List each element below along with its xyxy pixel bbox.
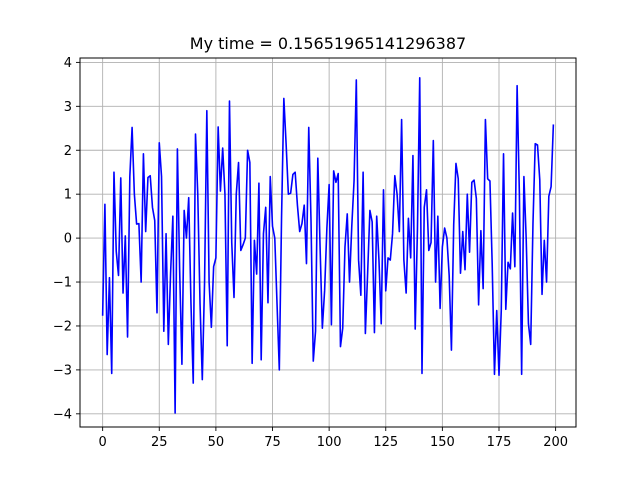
y-tick-label: 0	[64, 232, 72, 247]
x-tick-label: 150	[430, 435, 455, 450]
x-tick-label: 125	[373, 435, 398, 450]
x-tick-label: 50	[208, 435, 225, 450]
y-tick-label: 4	[64, 56, 72, 71]
chart-title: My time = 0.15651965141296387	[190, 34, 466, 53]
x-tick-label: 175	[487, 435, 512, 450]
y-tick-label: −4	[53, 407, 72, 422]
series-line	[101, 76, 555, 414]
series-layer	[101, 76, 555, 414]
y-tick-label: −1	[53, 276, 72, 291]
y-tick-label: −3	[53, 363, 72, 378]
axis-ticks: 0 25 50 75 100 125 150 175 200 −4 −3 −2 −1 0 1 2 3 4	[53, 56, 568, 450]
x-tick-label: 100	[317, 435, 342, 450]
y-tick-label: 3	[64, 100, 72, 115]
x-tick-label: 200	[543, 435, 568, 450]
x-tick-label: 25	[151, 435, 168, 450]
y-tick-label: 2	[64, 144, 72, 159]
x-tick-label: 0	[99, 435, 107, 450]
axes-frame	[79, 57, 577, 428]
y-tick-label: −2	[53, 319, 72, 334]
x-tick-label: 75	[264, 435, 281, 450]
y-tick-label: 1	[64, 188, 72, 203]
